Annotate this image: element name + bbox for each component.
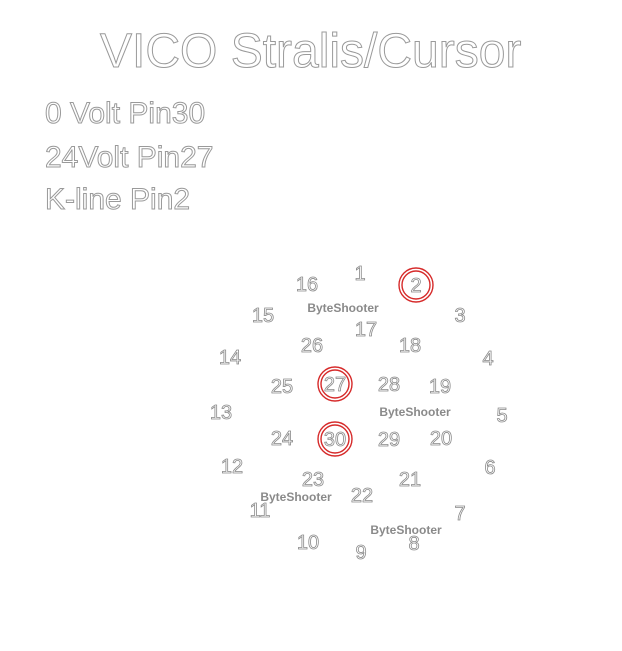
pin-label-30: 30 — [324, 429, 346, 451]
pin-labels: 1234567891011121314151617181920212223242… — [209, 263, 507, 565]
pin-label-7: 7 — [454, 503, 465, 525]
pin-label-24: 24 — [271, 428, 293, 450]
watermark-4: ByteShooter — [370, 523, 442, 537]
pin-label-26: 26 — [301, 335, 323, 357]
pin-label-4: 4 — [482, 348, 493, 370]
watermark-1: ByteShooter — [307, 301, 379, 315]
highlight-ring-pin-2-outer — [398, 267, 434, 303]
pin-label-22: 22 — [351, 485, 373, 507]
watermark-3: ByteShooter — [260, 490, 332, 504]
highlight-ring-pin-27-outer — [317, 366, 353, 402]
pin-label-18: 18 — [399, 335, 421, 357]
pin-label-29: 29 — [378, 429, 400, 451]
highlight-ring-pin-30-inner — [320, 424, 350, 454]
watermark-2: ByteShooter — [379, 405, 451, 419]
pin-label-5: 5 — [496, 405, 507, 427]
pin-label-19: 19 — [429, 376, 451, 398]
highlight-rings — [317, 267, 434, 457]
watermarks: ByteShooter ByteShooter ByteShooter ByteSho… — [260, 301, 451, 537]
pin-label-3: 3 — [454, 305, 465, 327]
pin-label-8: 8 — [408, 533, 419, 555]
pin-label-17: 17 — [355, 319, 377, 341]
highlight-ring-pin-30-outer — [317, 421, 353, 457]
pin-label-6: 6 — [484, 457, 495, 479]
pin-label-23: 23 — [302, 469, 324, 491]
highlight-ring-pin-2-inner — [401, 270, 431, 300]
pin-label-28: 28 — [378, 374, 400, 396]
pin-label-11: 11 — [250, 500, 271, 522]
legend-power-pin: 24Volt Pin27 — [44, 141, 214, 175]
pin-label-20: 20 — [430, 428, 452, 450]
highlight-ring-pin-27-inner — [320, 369, 350, 399]
pin-label-12: 12 — [221, 456, 243, 478]
pin-label-9: 9 — [355, 542, 366, 564]
pin-label-1: 1 — [354, 263, 365, 285]
pin-label-25: 25 — [271, 376, 293, 398]
pin-label-2: 2 — [410, 275, 421, 297]
pin-label-15: 15 — [252, 305, 274, 327]
pin-label-27: 27 — [324, 374, 346, 396]
pin-label-10: 10 — [297, 532, 319, 554]
pin-label-13: 13 — [210, 402, 232, 424]
pin-label-21: 21 — [399, 469, 421, 491]
legend-ground-pin: 0 Volt Pin30 — [44, 97, 206, 131]
pin-label-16: 16 — [296, 274, 318, 296]
legend-kline-pin: K-line Pin2 — [44, 183, 191, 217]
diagram-title: VICO Stralis/Cursor — [99, 25, 522, 79]
pin-label-14: 14 — [219, 347, 241, 369]
